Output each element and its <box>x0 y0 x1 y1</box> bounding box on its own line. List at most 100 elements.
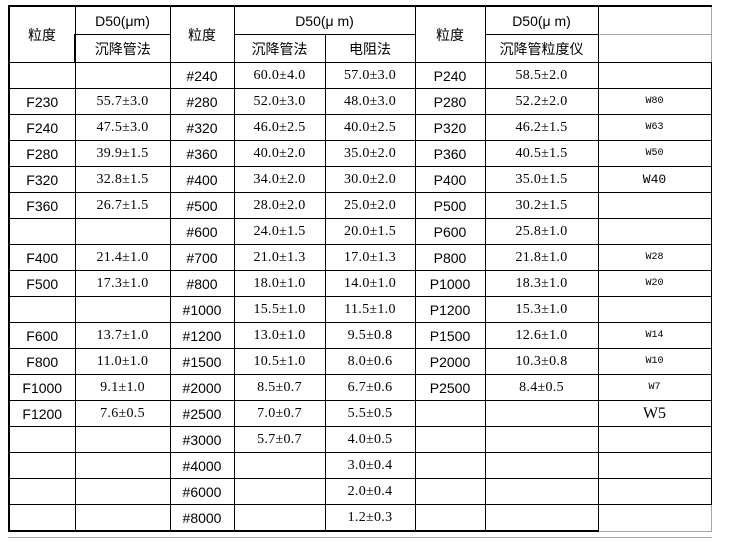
f-d50-cell: 13.7±1.0 <box>74 322 171 349</box>
f-grade-cell: F1000 <box>8 374 76 401</box>
mesh-resistance-cell: 3.0±0.4 <box>324 452 416 479</box>
mesh-sedimentation-cell: 28.0±2.0 <box>233 192 326 219</box>
w-grade-cell: W80 <box>597 88 712 115</box>
mesh-resistance-cell: 6.7±0.6 <box>324 374 416 401</box>
table-row: #240 60.0±4.0 57.0±3.0 P240 58.5±2.0 <box>8 62 712 89</box>
f-grade-cell: F320 <box>8 166 76 193</box>
table-row: #4000 3.0±0.4 <box>8 452 712 479</box>
table-body: #240 60.0±4.0 57.0±3.0 P240 58.5±2.0 F230 55.7… <box>8 62 712 532</box>
table-row: F400 21.4±1.0 #700 21.0±1.3 17.0±1.3 P800 21.8… <box>8 244 712 271</box>
f-grade-cell: F240 <box>8 114 76 141</box>
f-grade-cell <box>8 218 76 245</box>
mesh-sedimentation-cell: 7.0±0.7 <box>233 400 326 427</box>
header-grade-f: 粒度 <box>8 5 76 63</box>
w-grade-cell <box>597 192 712 219</box>
mesh-sedimentation-cell: 18.0±1.0 <box>233 270 326 297</box>
p-d50-cell: 8.4±0.5 <box>484 374 599 401</box>
mesh-grade-cell: #600 <box>169 218 235 245</box>
mesh-resistance-cell: 2.0±0.4 <box>324 478 416 505</box>
f-d50-cell <box>74 504 171 532</box>
mesh-sedimentation-cell: 8.5±0.7 <box>233 374 326 401</box>
mesh-grade-cell: #400 <box>169 166 235 193</box>
mesh-grade-cell: #8000 <box>169 504 235 532</box>
mesh-sedimentation-cell: 34.0±2.0 <box>233 166 326 193</box>
w-grade-cell: W14 <box>597 322 712 349</box>
p-grade-cell: P2500 <box>414 374 486 401</box>
p-grade-cell <box>414 504 486 532</box>
mesh-grade-cell: #4000 <box>169 452 235 479</box>
mesh-resistance-cell: 48.0±3.0 <box>324 88 416 115</box>
p-grade-cell: P800 <box>414 244 486 271</box>
w-grade-cell <box>597 218 712 245</box>
f-d50-cell: 9.1±1.0 <box>74 374 171 401</box>
table-row: F600 13.7±1.0 #1200 13.0±1.0 9.5±0.8 P1500 12.… <box>8 322 712 349</box>
f-grade-cell: F800 <box>8 348 76 375</box>
p-d50-cell: 18.3±1.0 <box>484 270 599 297</box>
header-row-methods: 沉降管法 沉降管法 电阻法 沉降管粒度仪 <box>9 34 712 63</box>
f-d50-cell <box>74 296 171 323</box>
f-d50-cell: 17.3±1.0 <box>74 270 171 297</box>
f-grade-cell: F600 <box>8 322 76 349</box>
table-row: #8000 1.2±0.3 <box>8 504 712 532</box>
mesh-sedimentation-cell: 46.0±2.5 <box>233 114 326 141</box>
w-grade-cell: W5 <box>597 400 712 427</box>
w-grade-cell: W7 <box>597 374 712 401</box>
mesh-sedimentation-cell: 21.0±1.3 <box>233 244 326 271</box>
p-grade-cell <box>414 400 486 427</box>
w-grade-cell: W28 <box>597 244 712 271</box>
mesh-sedimentation-cell: 5.7±0.7 <box>233 426 326 453</box>
header-d50-f: D50(μm) <box>74 5 171 35</box>
p-grade-cell: P1500 <box>414 322 486 349</box>
table-row: F230 55.7±3.0 #280 52.0±3.0 48.0±3.0 P280 52.2… <box>8 88 712 115</box>
mesh-grade-cell: #240 <box>169 62 235 89</box>
p-d50-cell: 25.8±1.0 <box>484 218 599 245</box>
mesh-grade-cell: #3000 <box>169 426 235 453</box>
header-w-column-top <box>597 5 712 35</box>
header-w-column-bottom <box>597 34 712 63</box>
table-row: F1200 7.6±0.5 #2500 7.0±0.7 5.5±0.5 W5 <box>8 400 712 427</box>
table-row: F320 32.8±1.5 #400 34.0±2.0 30.0±2.0 P400 35.0… <box>8 166 712 193</box>
f-grade-cell: F400 <box>8 244 76 271</box>
f-grade-cell <box>8 478 76 505</box>
mesh-resistance-cell: 11.5±1.0 <box>324 296 416 323</box>
table-row: F360 26.7±1.5 #500 28.0±2.0 25.0±2.0 P500 30.2… <box>8 192 712 219</box>
f-grade-cell: F280 <box>8 140 76 167</box>
p-d50-cell <box>484 504 599 532</box>
mesh-sedimentation-cell <box>233 478 326 505</box>
f-grade-cell: F230 <box>8 88 76 115</box>
f-d50-cell: 39.9±1.5 <box>74 140 171 167</box>
p-d50-cell: 40.5±1.5 <box>484 140 599 167</box>
w-grade-cell: W20 <box>597 270 712 297</box>
header-grade-mesh: 粒度 <box>169 5 235 63</box>
w-grade-cell <box>597 478 712 505</box>
mesh-sedimentation-cell <box>233 452 326 479</box>
header-row-top: 粒度 D50(μm) 粒度 D50(μ m) 粒度 D50(μ m) <box>8 5 712 63</box>
table-row: F1000 9.1±1.0 #2000 8.5±0.7 6.7±0.6 P2500 8.4±… <box>8 374 712 401</box>
mesh-resistance-cell: 25.0±2.0 <box>324 192 416 219</box>
p-d50-cell: 46.2±1.5 <box>484 114 599 141</box>
f-d50-cell: 47.5±3.0 <box>74 114 171 141</box>
w-grade-cell <box>597 426 712 453</box>
p-grade-cell: P600 <box>414 218 486 245</box>
mesh-resistance-cell: 8.0±0.6 <box>324 348 416 375</box>
mesh-sedimentation-cell: 24.0±1.5 <box>233 218 326 245</box>
f-d50-cell: 26.7±1.5 <box>74 192 171 219</box>
header-method-p-sedimentation-sizer: 沉降管粒度仪 <box>484 34 599 63</box>
mesh-resistance-cell: 40.0±2.5 <box>324 114 416 141</box>
p-d50-cell: 30.2±1.5 <box>484 192 599 219</box>
f-d50-cell: 11.0±1.0 <box>74 348 171 375</box>
p-grade-cell <box>414 478 486 505</box>
f-grade-cell <box>8 426 76 453</box>
mesh-resistance-cell: 9.5±0.8 <box>324 322 416 349</box>
p-grade-cell: P360 <box>414 140 486 167</box>
f-grade-cell: F360 <box>8 192 76 219</box>
f-grade-cell <box>8 504 76 532</box>
w-grade-cell <box>597 62 712 89</box>
f-grade-cell: F500 <box>8 270 76 297</box>
p-d50-cell: 12.6±1.0 <box>484 322 599 349</box>
p-d50-cell: 35.0±1.5 <box>484 166 599 193</box>
p-d50-cell: 10.3±0.8 <box>484 348 599 375</box>
p-d50-cell: 21.8±1.0 <box>484 244 599 271</box>
mesh-resistance-cell: 30.0±2.0 <box>324 166 416 193</box>
f-grade-cell: F1200 <box>8 400 76 427</box>
